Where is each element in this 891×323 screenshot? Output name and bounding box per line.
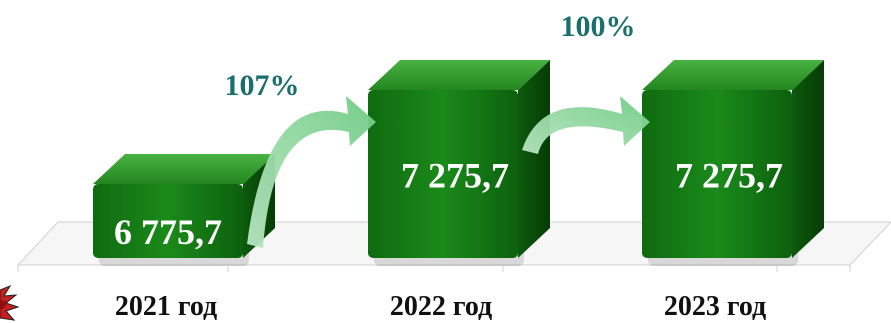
- growth-arrow-icon: [522, 96, 650, 154]
- bar-front: [642, 90, 792, 258]
- bar-value-label: 7 275,7: [675, 155, 783, 195]
- bar-front: [93, 184, 243, 258]
- category-label: 2021 год: [115, 291, 217, 322]
- bar-top: [368, 60, 550, 90]
- bar: [368, 60, 550, 266]
- growth-percent-label: 107%: [225, 69, 300, 102]
- bar-top: [93, 154, 275, 184]
- bar-side: [518, 60, 550, 258]
- bar-top: [642, 60, 824, 90]
- growth-arrow-icon: [247, 96, 376, 248]
- growth-percent-label: 100%: [561, 10, 636, 43]
- decorative-badge-icon: [0, 284, 20, 321]
- bar-value-label: 6 775,7: [114, 212, 222, 252]
- bar: [93, 154, 275, 266]
- bar-value-label: 7 275,7: [401, 155, 509, 195]
- category-label: 2023 год: [664, 291, 766, 322]
- category-label: 2022 год: [390, 291, 492, 322]
- bar-front: [368, 90, 518, 258]
- bar: [642, 60, 824, 266]
- bar-side: [792, 60, 824, 258]
